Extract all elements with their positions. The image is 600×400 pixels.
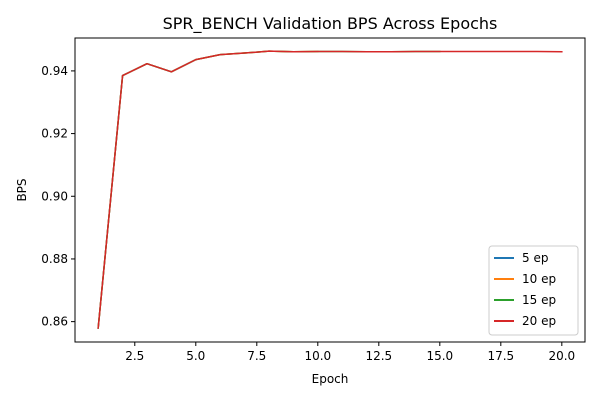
series-layer [97, 50, 563, 329]
y-tick-label: 0.90 [41, 189, 68, 203]
x-tick-label: 7.5 [247, 349, 266, 363]
x-axis: 2.5 5.0 7.5 10.0 12.5 15.0 17.5 20.0 [125, 342, 575, 363]
x-tick-label: 2.5 [125, 349, 144, 363]
y-tick-label: 0.86 [41, 315, 68, 329]
x-tick-label: 17.5 [487, 349, 514, 363]
legend-label: 20 ep [522, 314, 556, 328]
x-axis-title: Epoch [312, 372, 349, 386]
y-tick-label: 0.92 [41, 127, 68, 141]
legend-label: 10 ep [522, 272, 556, 286]
x-tick-label: 10.0 [304, 349, 331, 363]
legend: 5 ep 10 ep 15 ep 20 ep [488, 245, 579, 336]
y-axis-title: BPS [15, 178, 29, 201]
y-tick-label: 0.88 [41, 252, 68, 266]
y-tick-label: 0.94 [41, 64, 68, 78]
x-tick-label: 12.5 [365, 349, 392, 363]
y-axis: 0.86 0.88 0.90 0.92 0.94 [41, 64, 75, 329]
x-tick-label: 20.0 [548, 349, 575, 363]
x-tick-label: 15.0 [426, 349, 453, 363]
x-tick-label: 5.0 [186, 349, 205, 363]
legend-label: 5 ep [522, 251, 548, 265]
plot-frame [74, 37, 586, 343]
legend-label: 15 ep [522, 293, 556, 307]
chart-title: SPR_BENCH Validation BPS Across Epochs [163, 14, 498, 34]
series-line [97, 50, 563, 329]
legend-box [488, 245, 579, 336]
